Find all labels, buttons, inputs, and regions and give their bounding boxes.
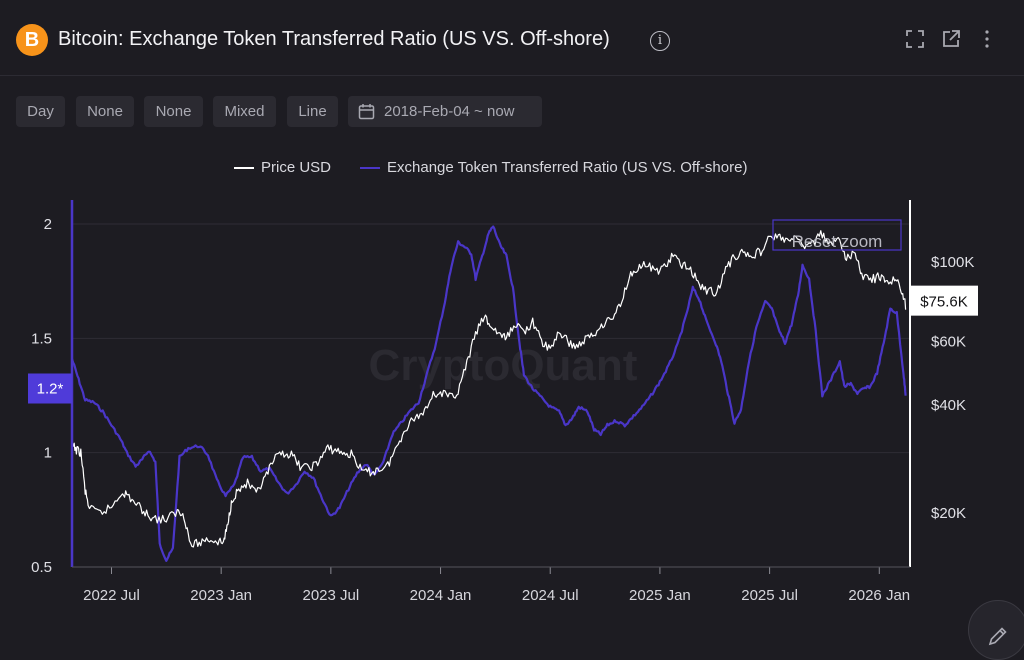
left-tick-label-2: 1: [44, 445, 52, 462]
reset-zoom-button[interactable]: Reset zoom: [772, 219, 902, 251]
fullscreen-icon[interactable]: [904, 28, 926, 50]
series-lines: [70, 225, 907, 562]
legend-swatch-ratio: [360, 166, 380, 169]
watermark: CryptoQuant: [369, 341, 638, 390]
bitcoin-icon: B: [16, 24, 48, 56]
x-tick-label-5: 2025 Jan: [629, 587, 691, 604]
legend-item-price[interactable]: Price USD: [234, 159, 331, 176]
legend-label-price: Price USD: [261, 159, 332, 176]
chart-plot[interactable]: CryptoQuant 2 1.5 1 0.5 2022 Jul 2023 Jan 2023…: [0, 190, 1024, 610]
right-tick-label-1: $60K: [931, 334, 966, 351]
current-price-label: $75.6K: [920, 294, 968, 311]
x-tick-label-6: 2025 Jul: [741, 587, 798, 604]
reset-zoom-frame: [772, 219, 902, 251]
external-link-icon[interactable]: [940, 28, 962, 50]
legend-item-ratio[interactable]: Exchange Token Transferred Ratio (US VS.…: [360, 159, 747, 176]
x-tick-label-4: 2024 Jul: [522, 587, 579, 604]
pencil-icon: [988, 627, 1007, 646]
comparison-button[interactable]: None: [144, 96, 203, 127]
axis-labels: 2 1.5 1 0.5 2022 Jul 2023 Jan 2023 Jul 2024 Jan…: [28, 216, 978, 604]
right-tick-label-0: $100K: [931, 254, 974, 271]
current-ratio-badge: [28, 373, 72, 404]
x-tick-label-7: 2026 Jan: [848, 587, 910, 604]
moving-average-button[interactable]: None: [76, 96, 134, 127]
right-tick-label-2: $40K: [931, 397, 966, 414]
info-icon[interactable]: i: [650, 31, 670, 51]
grid-lines: [72, 223, 910, 568]
edit-button[interactable]: [968, 600, 1024, 660]
x-tick-label-0: 2022 Jul: [83, 587, 140, 604]
right-tick-label-3: $20K: [931, 505, 966, 522]
chart-type-button[interactable]: Line: [287, 96, 338, 127]
date-range-label: 2018-Feb-04 ~ now: [384, 103, 515, 120]
current-price-badge: [911, 285, 978, 316]
chart-legend: Price USD Exchange Token Transferred Rat…: [0, 159, 1024, 179]
legend-swatch-price: [234, 166, 254, 169]
x-tick-label-3: 2024 Jan: [410, 587, 472, 604]
legend-label-ratio: Exchange Token Transferred Ratio (US VS.…: [387, 159, 748, 176]
current-ratio-label: 1.2*: [37, 381, 64, 398]
reset-zoom-label: Reset zoom: [792, 232, 883, 251]
left-tick-label-3: 0.5: [31, 559, 52, 576]
x-tick-label-1: 2023 Jan: [190, 587, 252, 604]
interval-button[interactable]: Day: [16, 96, 65, 127]
ratio-line: [70, 225, 907, 562]
scale-button[interactable]: Mixed: [213, 96, 276, 127]
left-tick-label-1: 1.5: [31, 330, 52, 347]
more-vertical-icon[interactable]: [976, 28, 998, 50]
chart-title: Bitcoin: Exchange Token Transferred Rati…: [58, 28, 610, 50]
left-tick-label-0: 2: [44, 216, 52, 233]
date-range-button[interactable]: 2018-Feb-04 ~ now: [348, 96, 542, 127]
chart-header: B Bitcoin: Exchange Token Transferred Ra…: [0, 0, 1024, 76]
x-tick-label-2: 2023 Jul: [302, 587, 359, 604]
calendar-icon: [358, 104, 375, 120]
